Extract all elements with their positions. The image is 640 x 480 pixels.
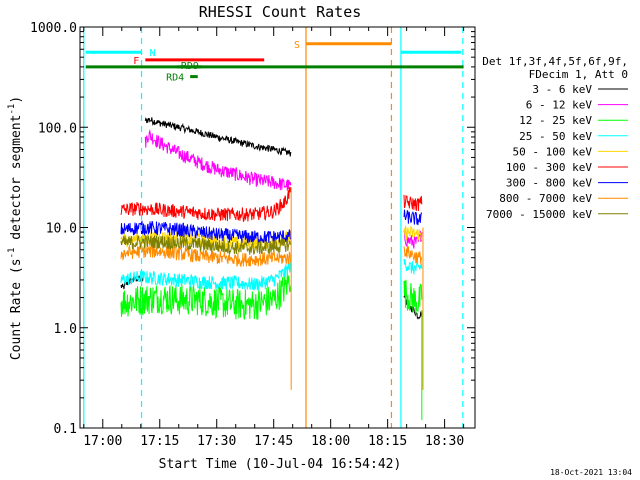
flag-label-0: N — [150, 48, 156, 59]
y-axis-label-mid: detector segment — [9, 115, 24, 248]
series-line-3-segment-1 — [403, 258, 423, 275]
legend-label-6: 300 - 800 keV — [506, 177, 592, 190]
series-line-2-segment-1 — [403, 279, 423, 315]
series-line-1-segment-0 — [144, 128, 292, 191]
legend-label-1: 6 - 12 keV — [526, 99, 593, 112]
series-line-0-segment-1 — [144, 117, 292, 157]
legend-label-0: 3 - 6 keV — [532, 83, 592, 96]
y-tick-label-3: 100.0 — [38, 121, 77, 136]
x-tick-label-5: 18:15 — [368, 434, 407, 449]
legend: Det 1f,3f,4f,5f,6f,9f, FDecim 1, Att 0 3… — [482, 55, 628, 221]
flag-label-5: RD9 — [181, 61, 199, 72]
series-line-7-segment-1 — [403, 245, 423, 265]
x-tick-label-2: 17:30 — [197, 434, 236, 449]
plot-inner — [120, 117, 424, 421]
y-axis-label-exp1: -1 — [7, 248, 17, 259]
series-line-4-segment-1 — [403, 224, 423, 242]
y-tick-label-4: 1000.0 — [30, 21, 77, 36]
x-tick-label-4: 18:00 — [311, 434, 350, 449]
legend-label-5: 100 - 300 keV — [506, 161, 592, 174]
series-line-6-segment-0 — [120, 220, 292, 245]
y-tick-label-0: 0.1 — [54, 422, 77, 437]
x-tick-label-1: 17:15 — [140, 434, 179, 449]
legend-title-1: Det 1f,3f,4f,5f,6f,9f, — [482, 55, 628, 68]
series-line-5-segment-0 — [120, 185, 292, 223]
x-tick-label-0: 17:00 — [83, 434, 122, 449]
legend-title-2: FDecim 1, Att 0 — [529, 68, 628, 81]
axes: 0.1 1.0 10.0 100.0 1000.0 17:00 17:15 17:30 17:4… — [30, 21, 476, 449]
series-line-7-segment-0 — [120, 244, 292, 268]
flag-label-2: F — [133, 56, 139, 67]
x-tick-label-3: 17:45 — [254, 434, 293, 449]
flag-label-3: S — [294, 40, 300, 51]
legend-label-7: 800 - 7000 keV — [499, 192, 592, 205]
series-line-6-segment-1 — [403, 209, 423, 226]
y-tick-label-2: 10.0 — [46, 222, 77, 237]
chart-title: RHESSI Count Rates — [199, 3, 362, 21]
series-line-5-segment-1 — [403, 194, 423, 212]
y-tick-label-1: 1.0 — [54, 322, 77, 337]
series-line-3-segment-0 — [120, 258, 292, 291]
x-tick-label-6: 18:30 — [425, 434, 464, 449]
plot-frame — [79, 26, 476, 429]
legend-label-2: 12 - 25 keV — [519, 114, 592, 127]
legend-label-4: 50 - 100 keV — [513, 145, 593, 158]
y-axis-label-exp2: -1 — [7, 104, 17, 115]
y-axis-label: Count Rate (s-1 detector segment-1) — [7, 96, 24, 360]
y-axis-label-main: Count Rate (s — [9, 258, 24, 360]
legend-label-8: 7000 - 15000 keV — [486, 208, 592, 221]
flag-label-6: RD4 — [166, 73, 184, 84]
legend-label-3: 25 - 50 keV — [519, 130, 592, 143]
footer-date: 18-Oct-2021 13:04 — [550, 468, 632, 477]
series-line-8-segment-0 — [120, 234, 292, 255]
x-axis-label: Start Time (10-Jul-04 16:54:42) — [159, 457, 402, 472]
series-line-2-segment-0 — [120, 272, 292, 320]
y-axis-label-end: ) — [9, 96, 24, 104]
